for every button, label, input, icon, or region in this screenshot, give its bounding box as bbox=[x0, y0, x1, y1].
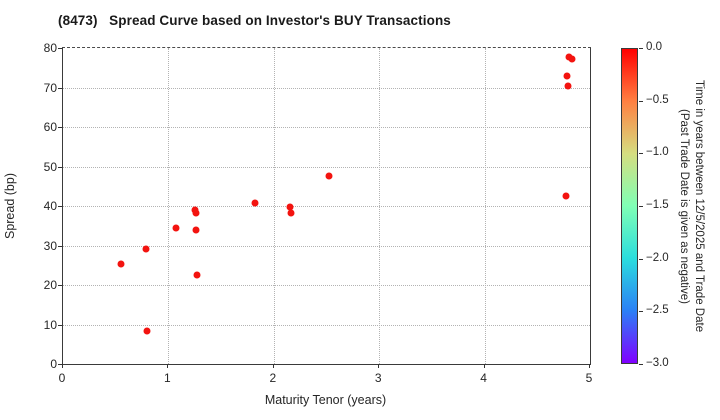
y-tick-mark bbox=[58, 324, 62, 326]
x-tick-mark bbox=[62, 364, 63, 368]
x-tick-mark bbox=[378, 364, 380, 368]
colorbar-tick-mark bbox=[639, 153, 643, 155]
y-tick-label: 20 bbox=[43, 278, 57, 292]
colorbar-tick-mark bbox=[639, 206, 643, 207]
colorbar bbox=[621, 48, 638, 364]
x-tick-label: 4 bbox=[480, 371, 487, 385]
x-tick-label: 0 bbox=[58, 371, 66, 385]
x-tick-label: 2 bbox=[269, 371, 277, 385]
x-tick-mark bbox=[167, 364, 169, 368]
plot-top-spine bbox=[62, 47, 591, 48]
data-point bbox=[564, 82, 572, 90]
data-point bbox=[325, 172, 333, 180]
horizontal-gridline bbox=[63, 285, 590, 286]
data-point bbox=[142, 245, 150, 253]
horizontal-gridline bbox=[63, 127, 590, 128]
data-point bbox=[117, 260, 125, 268]
y-tick-mark bbox=[58, 87, 62, 89]
x-tick-mark bbox=[589, 364, 590, 368]
data-point bbox=[568, 55, 576, 63]
colorbar-tick-label: −1.0 bbox=[646, 146, 669, 159]
data-point bbox=[251, 199, 259, 207]
data-point bbox=[286, 203, 294, 211]
colorbar-tick-label: 0.0 bbox=[646, 41, 662, 53]
plot-area bbox=[62, 48, 591, 365]
x-tick-mark bbox=[272, 364, 274, 368]
y-tick-label: 30 bbox=[43, 238, 57, 253]
chart-title: (8473) Spread Curve based on Investor's … bbox=[58, 13, 451, 28]
data-point bbox=[172, 224, 180, 232]
y-tick-mark bbox=[58, 285, 62, 286]
x-tick-label: 5 bbox=[585, 371, 593, 385]
colorbar-tick-label: −0.5 bbox=[646, 93, 669, 106]
y-tick-label: 80 bbox=[43, 41, 57, 55]
data-point bbox=[143, 327, 151, 335]
y-tick-label: 50 bbox=[43, 159, 57, 174]
x-tick-label: 3 bbox=[374, 371, 382, 385]
data-point bbox=[193, 271, 201, 279]
y-tick-label: 10 bbox=[43, 317, 57, 332]
colorbar-tick-label: −3.0 bbox=[646, 357, 669, 369]
colorbar-tick-mark bbox=[639, 311, 643, 313]
horizontal-gridline bbox=[63, 87, 590, 89]
x-tick-mark bbox=[483, 364, 485, 368]
colorbar-tick-mark bbox=[639, 48, 643, 49]
colorbar-tick-mark bbox=[639, 100, 643, 102]
colorbar-tick-mark bbox=[639, 258, 643, 260]
y-tick-mark bbox=[58, 166, 62, 168]
y-tick-label: 70 bbox=[43, 80, 57, 95]
colorbar-label: Time in years between 12/5/2025 and Trad… bbox=[676, 48, 706, 364]
y-axis-label: Spread (bp) bbox=[3, 173, 17, 240]
data-point bbox=[287, 209, 295, 217]
y-tick-label: 40 bbox=[43, 199, 57, 213]
horizontal-gridline bbox=[63, 245, 590, 247]
colorbar-tick-label: −2.0 bbox=[646, 251, 669, 264]
y-tick-mark bbox=[58, 127, 62, 128]
x-axis-label: Maturity Tenor (years) bbox=[264, 393, 387, 407]
x-tick-label: 1 bbox=[164, 371, 171, 385]
data-point bbox=[563, 72, 571, 80]
colorbar-tick-mark bbox=[639, 364, 643, 365]
data-point bbox=[192, 226, 200, 234]
y-tick-mark bbox=[58, 245, 62, 247]
data-point bbox=[562, 192, 570, 200]
data-point bbox=[192, 209, 200, 217]
horizontal-gridline bbox=[63, 324, 590, 326]
horizontal-gridline bbox=[63, 206, 590, 207]
colorbar-tick-label: −1.5 bbox=[646, 199, 669, 211]
y-tick-mark bbox=[58, 364, 62, 365]
y-tick-mark bbox=[58, 48, 62, 49]
colorbar-label-line2: (Past Trade Date is given as negative) bbox=[678, 108, 690, 304]
y-tick-label: 60 bbox=[43, 120, 57, 134]
colorbar-label-line1: Time in years between 12/5/2025 and Trad… bbox=[693, 79, 705, 333]
y-tick-mark bbox=[58, 206, 62, 207]
y-tick-label: 0 bbox=[50, 357, 57, 371]
horizontal-gridline bbox=[63, 166, 590, 168]
colorbar-tick-label: −2.5 bbox=[646, 304, 669, 317]
